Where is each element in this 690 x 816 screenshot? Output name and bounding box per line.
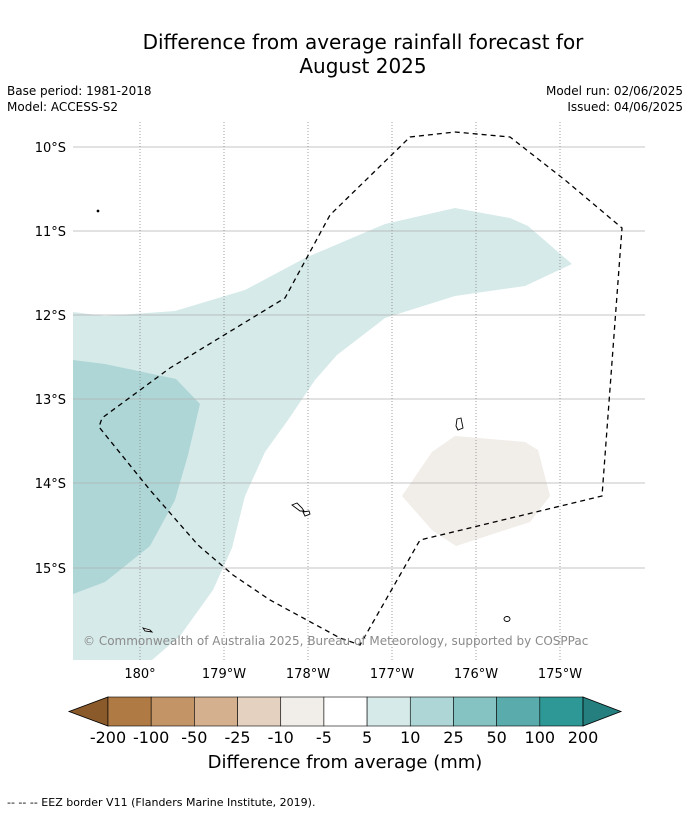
map-content	[73, 122, 645, 660]
island-northeast	[455, 417, 464, 431]
latitude-gridlines	[73, 146, 645, 569]
model-run-text: Model run: 02/06/2025	[545, 84, 683, 98]
model-text: Model: ACCESS-S2	[7, 100, 119, 114]
colorbar-extend-left	[67, 696, 109, 727]
rain-region-medium-teal	[73, 360, 200, 594]
colorbar-bin	[409, 696, 454, 727]
lat-label: 14°S	[35, 477, 66, 492]
latitude-labels: 10°S 11°S 12°S 13°S 14°S 15°S	[35, 141, 66, 577]
copyright-text: © Commonwealth of Australia 2025, Bureau…	[83, 634, 588, 648]
lat-label: 11°S	[35, 225, 66, 240]
colorbar-bin	[280, 696, 325, 727]
island-northwest-dot	[96, 209, 100, 213]
colorbar: -200 -100 -50 -25 -10 -5 5 10 25 50 100 200	[67, 696, 623, 747]
lon-label: 179°W	[202, 667, 246, 682]
colorbar-bin	[496, 696, 541, 727]
colorbar-tick-label: 10	[400, 728, 420, 747]
eez-border	[98, 131, 623, 646]
lat-label: 15°S	[35, 562, 66, 577]
islands	[96, 209, 511, 633]
island-central-small	[302, 510, 311, 517]
colorbar-tick-label: 100	[525, 728, 556, 747]
rain-region-light-teal	[73, 208, 572, 660]
lon-label: 177°W	[370, 667, 414, 682]
colorbar-bin	[194, 696, 238, 727]
colorbar-tick-label: -25	[224, 728, 250, 747]
colorbar-extend-right	[582, 696, 623, 727]
title-line-1: Difference from average rainfall forecas…	[142, 30, 584, 54]
issued-text: Issued: 04/06/2025	[567, 100, 683, 114]
lon-label: 180°	[124, 667, 155, 682]
colorbar-tick-label: 200	[568, 728, 599, 747]
base-period-text: Base period: 1981-2018	[7, 84, 152, 98]
colorbar-tick-label: -50	[181, 728, 207, 747]
footnote: -- -- -- EEZ border V11 (Flanders Marine…	[7, 796, 316, 809]
colorbar-tick-label: 50	[486, 728, 506, 747]
meta-right: Model run: 02/06/2025 Issued: 04/06/2025	[546, 83, 683, 115]
colorbar-tick-label: 25	[443, 728, 463, 747]
lon-label: 175°W	[538, 667, 582, 682]
colorbar-tick-label: 5	[362, 728, 372, 747]
colorbar-tick-label: -100	[133, 728, 169, 747]
map-title: Difference from average rainfall forecas…	[0, 30, 690, 78]
colorbar-tick-label: -200	[90, 728, 126, 747]
colorbar-bin	[150, 696, 195, 727]
island-southeast	[503, 616, 511, 622]
meta-left: Base period: 1981-2018 Model: ACCESS-S2	[7, 83, 152, 115]
colorbar-bin	[366, 696, 411, 727]
lat-label: 10°S	[35, 141, 66, 156]
island-central	[291, 502, 305, 512]
colorbar-tick-label: -5	[316, 728, 332, 747]
lat-label: 12°S	[35, 309, 66, 324]
colorbar-bin	[539, 696, 584, 727]
island-southwest	[141, 627, 154, 633]
colorbar-tick-label: -10	[268, 728, 294, 747]
colorbar-bin	[453, 696, 497, 727]
lat-label: 13°S	[35, 393, 66, 408]
lon-label: 176°W	[454, 667, 498, 682]
colorbar-bin	[107, 696, 152, 727]
title-line-2: August 2025	[299, 54, 427, 78]
longitude-labels: 180° 179°W 178°W 177°W 176°W 175°W	[124, 667, 582, 682]
lon-label: 178°W	[286, 667, 330, 682]
colorbar-bin	[237, 696, 282, 727]
colorbar-bin	[323, 696, 368, 727]
colorbar-label: Difference from average (mm)	[207, 752, 483, 773]
